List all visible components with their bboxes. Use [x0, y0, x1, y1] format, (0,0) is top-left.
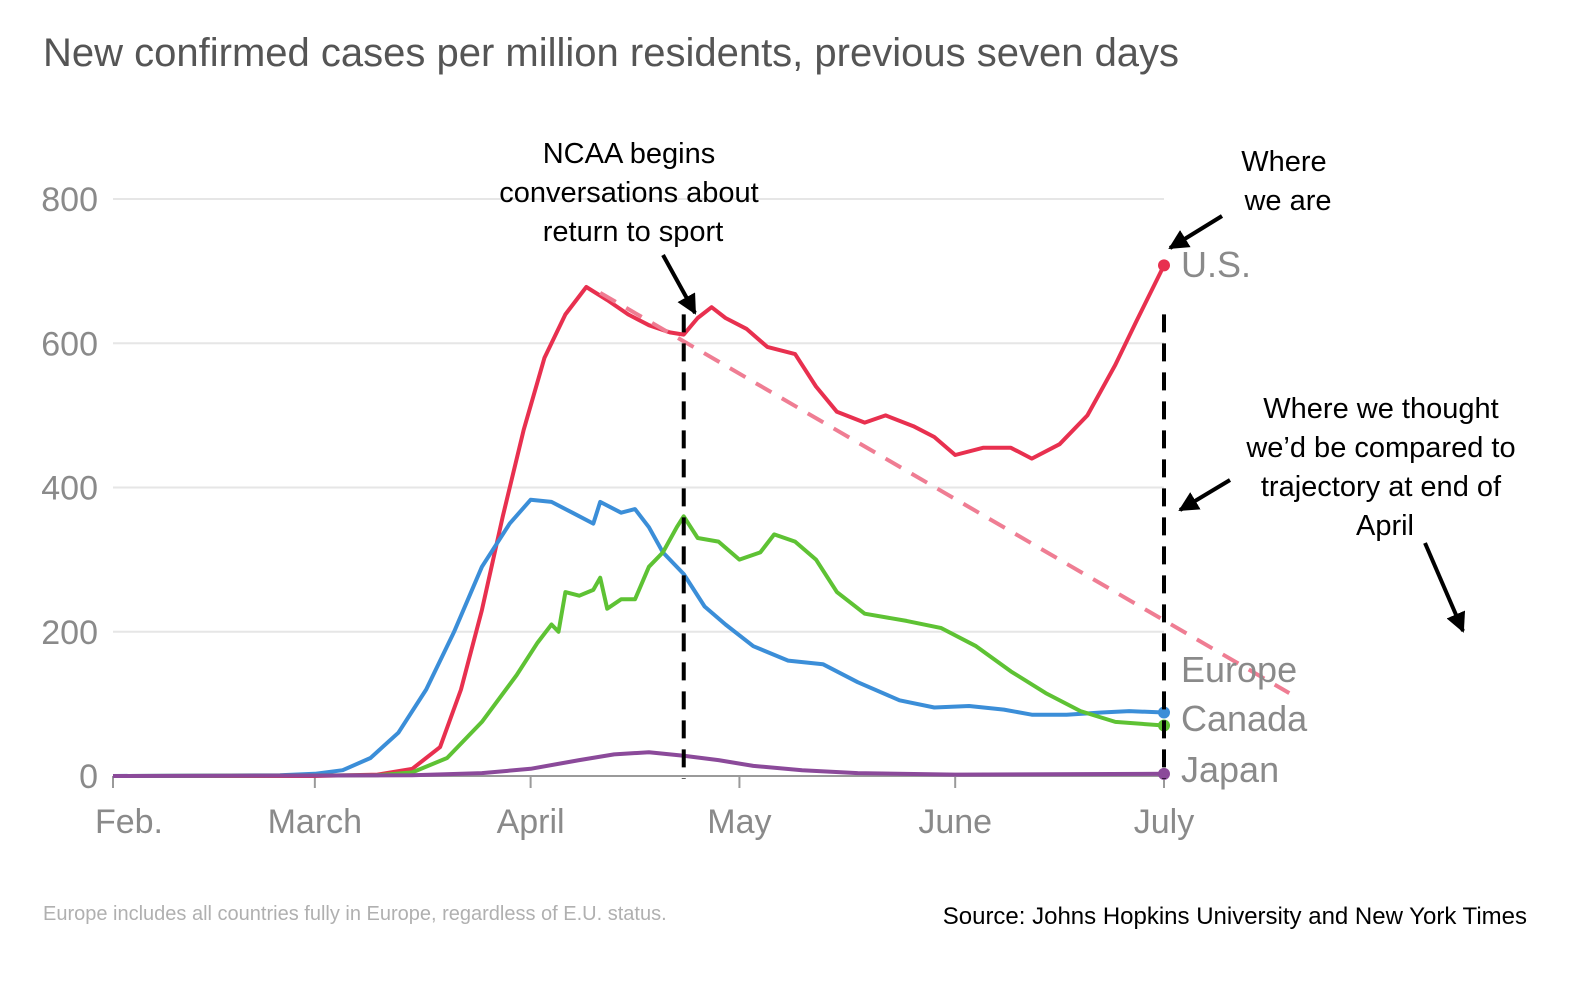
annotation-trajectory: Where we thought we’d be compared to tra…: [1245, 393, 1523, 542]
x-axis-ticks: Feb. March April May June July: [95, 776, 1194, 841]
series-line-japan: [112, 750, 1165, 778]
series-endpoint: [1158, 706, 1170, 719]
y-tick-label: 800: [41, 181, 98, 219]
y-tick-label: 200: [41, 614, 98, 652]
x-tick-label: March: [268, 803, 362, 841]
reference-markers: [681, 314, 1166, 779]
x-tick-label: April: [497, 803, 565, 841]
x-tick-label: Feb.: [95, 803, 163, 841]
series-label-canada: Canada: [1181, 698, 1308, 739]
annotation-ncaa-line: return to sport: [543, 216, 724, 248]
series-endpoint: [1158, 767, 1170, 780]
gridlines: [113, 198, 1164, 777]
series-label-japan: Japan: [1181, 749, 1279, 790]
series-line-trajectory: [599, 291, 1291, 695]
annotation-trajectory-line: trajectory at end of: [1261, 471, 1502, 503]
annotation-trajectory-arrow-down: [1423, 542, 1466, 633]
series-endpoint: [1158, 259, 1170, 272]
series-lines: [112, 259, 1291, 780]
y-tick-label: 400: [41, 470, 98, 508]
series-line-europe: [112, 497, 1165, 778]
y-tick-label: 0: [79, 758, 98, 796]
annotation-ncaa: NCAA begins conversations about return t…: [499, 138, 767, 248]
x-tick-label: May: [707, 803, 771, 841]
series-label-europe: Europe: [1181, 649, 1297, 690]
x-tick-label: July: [1134, 803, 1194, 841]
annotation-where-we-are: Where we are: [1241, 146, 1334, 217]
series-line-canada: [112, 514, 1165, 778]
y-axis-ticks: 0 200 400 600 800: [41, 181, 98, 796]
annotation-trajectory-line: Where we thought: [1263, 393, 1498, 425]
annotation-where-we-are-line: Where: [1241, 146, 1326, 178]
annotation-ncaa-line: NCAA begins: [543, 138, 716, 170]
annotation-where-we-are-line: we are: [1243, 185, 1331, 217]
x-tick-label: June: [918, 803, 992, 841]
annotation-ncaa-line: conversations about: [499, 177, 759, 209]
y-tick-label: 600: [41, 325, 98, 363]
source-credit: Source: Johns Hopkins University and New…: [943, 903, 1527, 930]
series-line-us: [113, 264, 1166, 778]
footnote: Europe includes all countries fully in E…: [43, 903, 667, 925]
series-labels: U.S. Europe Canada Japan: [1181, 244, 1308, 790]
annotation-where-we-are-arrow: [1168, 214, 1224, 250]
annotation-trajectory-line: we’d be compared to: [1245, 432, 1515, 464]
annotation-trajectory-line: April: [1356, 510, 1414, 542]
series-label-us: U.S.: [1181, 244, 1251, 285]
annotation-trajectory-arrow-left: [1178, 478, 1232, 512]
chart-title: New confirmed cases per million resident…: [43, 31, 1179, 75]
annotation-ncaa-arrow: [661, 254, 697, 315]
